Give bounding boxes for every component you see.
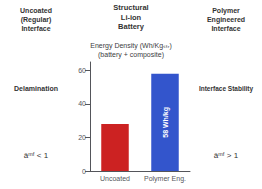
svg-text:Energy Density (Wh/Kgₛₜᵣ): Energy Density (Wh/Kgₛₜᵣ) (90, 42, 171, 50)
svg-text:Li-ion: Li-ion (121, 13, 142, 22)
svg-text:(battery + composite): (battery + composite) (98, 51, 164, 59)
svg-text:Interface: Interface (21, 25, 50, 32)
svg-text:Polymer: Polymer (212, 7, 240, 15)
svg-text:Engineered: Engineered (207, 16, 245, 24)
svg-text:âᵐᶠ < 1: âᵐᶠ < 1 (24, 151, 49, 160)
svg-text:Uncoated: Uncoated (100, 175, 130, 182)
svg-text:Interface Stability: Interface Stability (199, 85, 254, 93)
svg-text:60: 60 (78, 67, 86, 74)
svg-text:âᵐᶠ > 1: âᵐᶠ > 1 (214, 151, 239, 160)
svg-text:20: 20 (78, 134, 86, 141)
svg-text:(Regular): (Regular) (21, 16, 52, 24)
svg-text:Delamination: Delamination (14, 85, 58, 92)
svg-text:Uncoated: Uncoated (20, 7, 52, 14)
svg-text:Interface: Interface (211, 25, 240, 32)
svg-text:Battery: Battery (118, 22, 145, 31)
svg-text:40: 40 (78, 100, 86, 107)
svg-text:58 Wh/kg: 58 Wh/kg (162, 107, 170, 138)
svg-text:0: 0 (82, 168, 86, 175)
svg-text:Structural: Structural (113, 3, 148, 12)
svg-text:Polymer Eng.: Polymer Eng. (144, 175, 186, 183)
